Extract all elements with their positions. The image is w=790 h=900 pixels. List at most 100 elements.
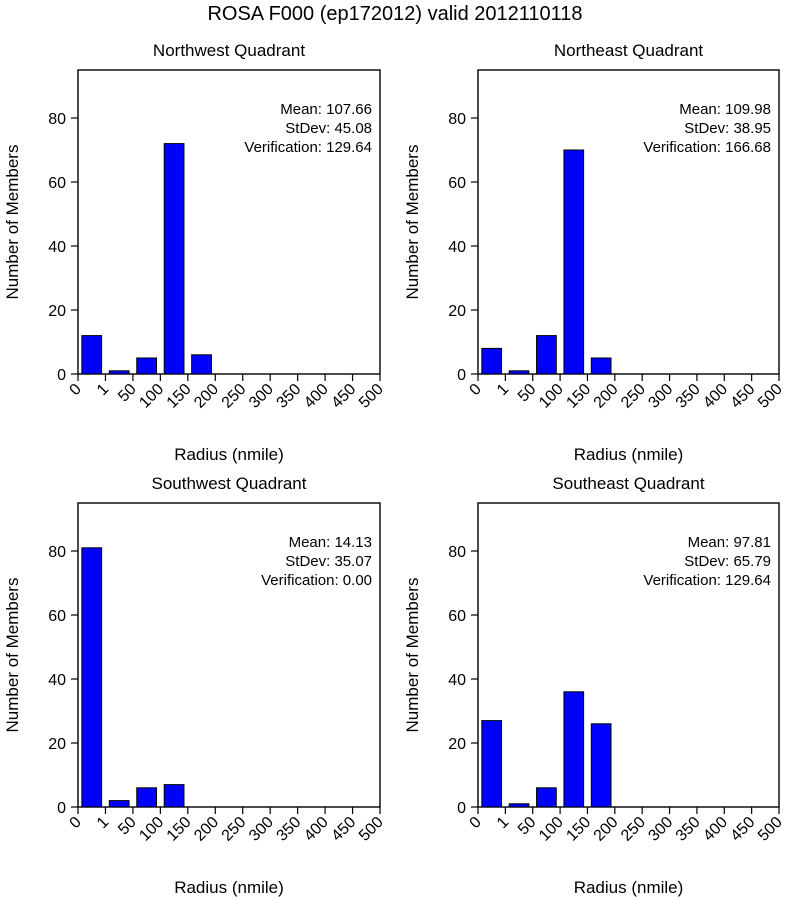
southeast-stat-2: Verification: 129.64 — [643, 572, 771, 589]
northwest-y-tick-label-80: 80 — [48, 111, 66, 128]
northeast-x-tick-label-250: 250 — [618, 381, 649, 412]
northwest-x-tick-label-200: 200 — [191, 381, 222, 412]
northwest-stat-0: Mean: 107.66 — [280, 101, 372, 118]
southwest-stat-2: Verification: 0.00 — [261, 572, 372, 589]
southwest-y-tick-label-20: 20 — [48, 736, 66, 753]
northwest-stat-1: StDev: 45.08 — [285, 120, 372, 137]
southeast-title: Southeast Quadrant — [552, 474, 704, 493]
northeast-stat-1: StDev: 38.95 — [684, 120, 771, 137]
southeast-x-tick-label-350: 350 — [673, 814, 704, 845]
southeast-bar-0 — [481, 720, 503, 808]
northwest-y-tick-label-0: 0 — [57, 367, 66, 384]
southwest-bar-2 — [136, 787, 158, 808]
southeast-x-tick-label-1: 1 — [494, 814, 512, 832]
northeast-plot-frame — [477, 69, 780, 375]
northwest-x-tick-label-400: 400 — [301, 381, 332, 412]
northeast-bar-3 — [563, 149, 585, 375]
southwest-title: Southwest Quadrant — [152, 474, 307, 493]
southwest-x-tick-label-300: 300 — [246, 814, 277, 845]
southeast-bar-1 — [508, 803, 530, 808]
northwest-x-tick-label-450: 450 — [328, 381, 359, 412]
northwest-bar-4 — [191, 354, 212, 375]
southwest-x-tick-label-0: 0 — [67, 814, 85, 832]
northeast-stat-2: Verification: 166.68 — [643, 139, 771, 156]
southwest-x-axis-label: Radius (nmile) — [174, 878, 284, 897]
southwest-plot-frame — [77, 502, 381, 808]
southeast-panel: Southeast Quadrant 0 20 40 60 80 Number of Mem… — [403, 474, 786, 897]
figure-title: ROSA F000 (ep172012) valid 2012110118 — [207, 3, 582, 25]
northeast-y-axis-label: Number of Members — [403, 145, 422, 300]
southwest-bar-1 — [108, 800, 130, 808]
northwest-bar-1 — [108, 370, 130, 375]
southeast-y-axis-label: Number of Members — [403, 578, 422, 733]
northeast-stat-0: Mean: 109.98 — [679, 101, 771, 118]
northwest-x-tick-label-0: 0 — [67, 381, 85, 399]
southwest-x-tick-label-400: 400 — [301, 814, 332, 845]
northwest-x-tick-label-1: 1 — [94, 381, 112, 399]
northwest-panel: Northwest Quadrant 0 20 40 60 80 Number of Mem… — [3, 41, 387, 464]
northeast-x-tick-label-150: 150 — [563, 381, 594, 412]
northeast-x-tick-label-200: 200 — [591, 381, 622, 412]
northwest-y-tick-label-20: 20 — [48, 303, 66, 320]
northwest-bar-0 — [81, 335, 103, 375]
northeast-x-tick-label-350: 350 — [673, 381, 704, 412]
northwest-x-tick-label-350: 350 — [274, 381, 305, 412]
southeast-x-tick-label-300: 300 — [645, 814, 676, 845]
southwest-x-tick-label-50: 50 — [115, 814, 140, 839]
northeast-bar-1 — [508, 370, 530, 375]
southwest-y-axis-label: Number of Members — [3, 578, 22, 733]
northeast-panel: Northeast Quadrant 0 20 40 60 80 Number of Mem… — [403, 41, 786, 464]
southeast-y-tick-label-60: 60 — [448, 608, 466, 625]
northeast-x-tick-label-500: 500 — [755, 381, 786, 412]
southeast-x-tick-label-500: 500 — [755, 814, 786, 845]
northwest-bar-2 — [136, 357, 158, 375]
northeast-y-tick-label-20: 20 — [448, 303, 466, 320]
northwest-y-axis-label: Number of Members — [3, 145, 22, 300]
southeast-x-tick-label-450: 450 — [728, 814, 759, 845]
northeast-y-tick-label-0: 0 — [457, 367, 466, 384]
northeast-x-tick-label-50: 50 — [515, 381, 540, 406]
northeast-x-axis-label: Radius (nmile) — [574, 445, 684, 464]
southeast-y-tick-label-80: 80 — [448, 544, 466, 561]
northeast-title: Northeast Quadrant — [554, 41, 704, 60]
southeast-stat-1: StDev: 65.79 — [684, 553, 771, 570]
northeast-x-tick-label-100: 100 — [536, 381, 567, 412]
northeast-y-tick-label-60: 60 — [448, 175, 466, 192]
southwest-panel: Southwest Quadrant 0 20 40 60 80 Number of Mem… — [3, 474, 387, 897]
southeast-bar-4 — [590, 723, 612, 808]
southeast-x-axis-label: Radius (nmile) — [574, 878, 684, 897]
northeast-x-tick-label-0: 0 — [467, 381, 485, 399]
northeast-bar-4 — [590, 357, 612, 375]
northeast-bar-0 — [481, 347, 503, 375]
southwest-x-tick-label-500: 500 — [356, 814, 387, 845]
northwest-x-axis-label: Radius (nmile) — [174, 445, 284, 464]
northwest-x-tick-label-250: 250 — [219, 381, 250, 412]
northwest-y-tick-label-40: 40 — [48, 239, 66, 256]
southeast-x-tick-label-150: 150 — [563, 814, 594, 845]
northeast-x-tick-label-1: 1 — [494, 381, 512, 399]
northwest-x-tick-label-500: 500 — [356, 381, 387, 412]
southeast-x-tick-label-50: 50 — [515, 814, 540, 839]
northwest-x-tick-label-100: 100 — [136, 381, 167, 412]
northeast-x-tick-label-450: 450 — [728, 381, 759, 412]
southwest-stat-0: Mean: 14.13 — [289, 534, 372, 551]
northeast-y-tick-label-80: 80 — [448, 111, 466, 128]
southeast-x-tick-label-100: 100 — [536, 814, 567, 845]
northwest-x-tick-label-50: 50 — [115, 381, 140, 406]
southeast-y-tick-label-20: 20 — [448, 736, 466, 753]
southeast-x-tick-label-400: 400 — [700, 814, 731, 845]
southwest-y-tick-label-40: 40 — [48, 672, 66, 689]
northwest-stat-2: Verification: 129.64 — [244, 139, 372, 156]
southwest-x-tick-label-250: 250 — [219, 814, 250, 845]
southeast-bar-3 — [563, 691, 585, 808]
northwest-x-tick-label-150: 150 — [164, 381, 195, 412]
southeast-y-tick-label-40: 40 — [448, 672, 466, 689]
southwest-x-tick-label-200: 200 — [191, 814, 222, 845]
northwest-title: Northwest Quadrant — [153, 41, 305, 60]
southwest-x-tick-label-450: 450 — [328, 814, 359, 845]
northeast-bar-2 — [536, 335, 557, 375]
southwest-x-tick-label-150: 150 — [164, 814, 195, 845]
northwest-x-tick-label-300: 300 — [246, 381, 277, 412]
panels: Northwest Quadrant 0 20 40 60 80 Number of Mem… — [3, 41, 786, 897]
